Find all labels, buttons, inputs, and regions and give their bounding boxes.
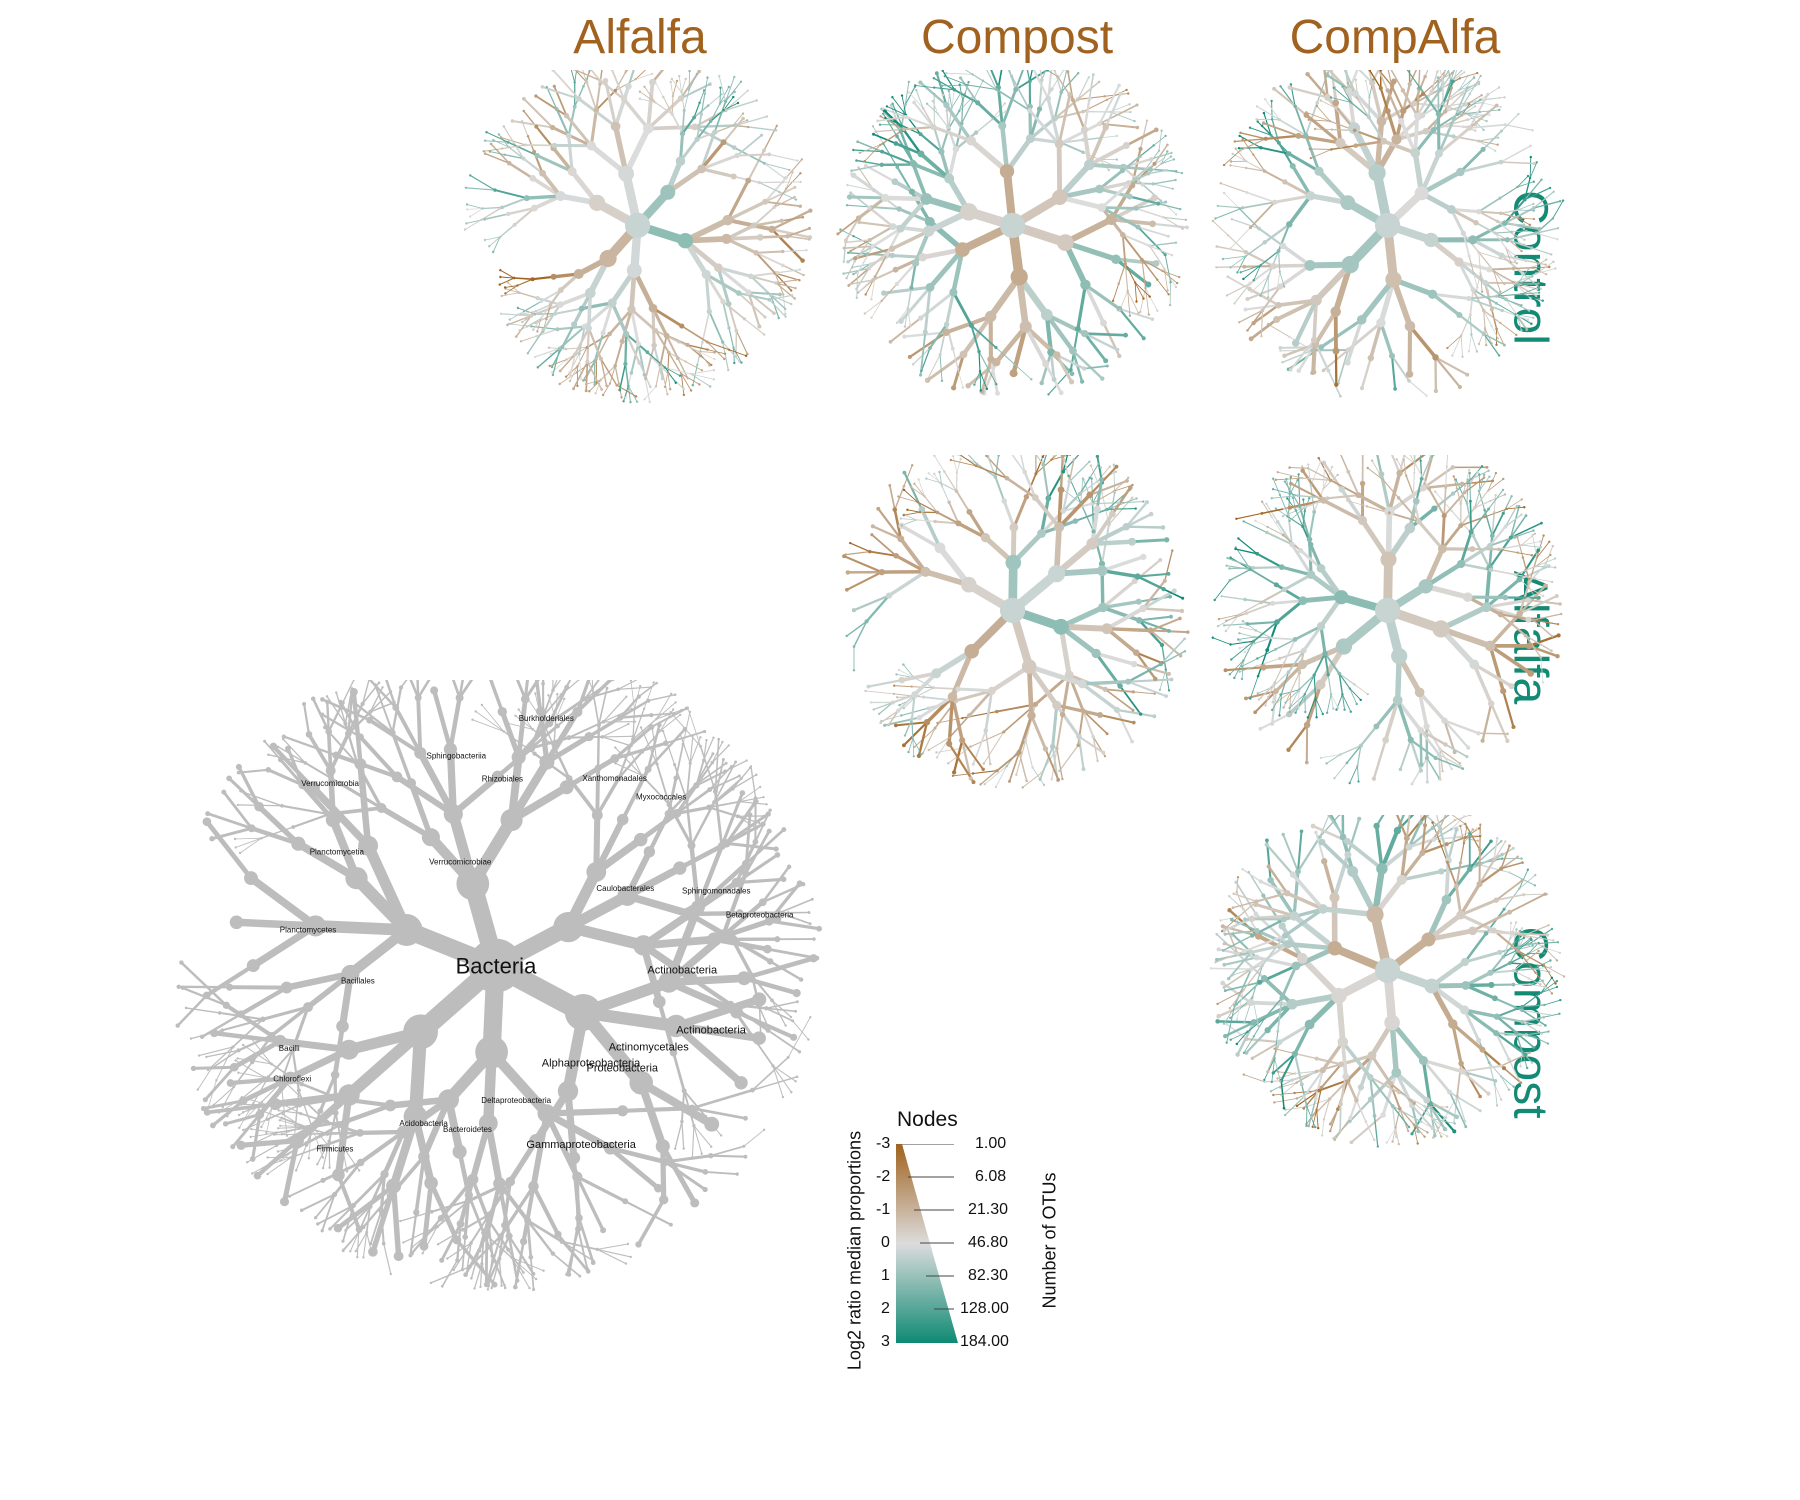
key-tree-taxon-label: Acidobacteria bbox=[399, 1119, 448, 1128]
heat-tree-compalfa-vs-control bbox=[1211, 70, 1565, 398]
column-label-compost: Compost bbox=[920, 11, 1114, 64]
legend-size-tick: 184.00 bbox=[960, 1333, 1009, 1350]
tree-nodes bbox=[842, 455, 1190, 789]
heat-tree-compost-vs-control bbox=[836, 70, 1189, 396]
key-heat-tree: Bacteria Actinobacteria Actinobacteria Acti… bbox=[175, 680, 822, 1292]
key-tree-taxon-label: Caulobacterales bbox=[596, 884, 654, 893]
heat-tree-compost-vs-alfalfa bbox=[842, 455, 1190, 789]
legend-size-tick: 82.30 bbox=[968, 1267, 1009, 1284]
heat-tree-alfalfa-vs-control bbox=[463, 70, 813, 404]
column-label-compalfa: CompAlfa bbox=[1289, 11, 1501, 64]
key-tree-taxon-label: Alphaproteobacteria bbox=[542, 1057, 641, 1069]
key-tree-root-label: Bacteria bbox=[456, 954, 537, 979]
key-tree-taxon-label: Planctomycetes bbox=[280, 926, 336, 935]
legend-size-axis-label: Number of OTUs bbox=[1039, 1172, 1060, 1309]
legend-size-tick: 6.08 bbox=[975, 1168, 1007, 1185]
legend-color-tick: 3 bbox=[881, 1333, 890, 1350]
legend-size-tick: 1.00 bbox=[975, 1135, 1007, 1152]
key-tree-taxon-label: Bacillales bbox=[341, 977, 375, 986]
legend-color-tick: -3 bbox=[876, 1135, 891, 1152]
heat-tree-compalfa-vs-compost bbox=[1210, 815, 1566, 1148]
key-tree-taxon-label: Sphingobacteriia bbox=[427, 752, 487, 761]
legend-color-tick: 0 bbox=[881, 1234, 890, 1251]
key-tree-taxon-label: Bacilli bbox=[279, 1044, 300, 1053]
key-tree-taxon-label: Actinomycetales bbox=[609, 1041, 690, 1053]
legend-color-tick: -1 bbox=[876, 1201, 891, 1218]
legend-size-tick: 128.00 bbox=[960, 1300, 1009, 1317]
tree-nodes bbox=[175, 680, 822, 1292]
tree-nodes bbox=[1211, 456, 1563, 786]
key-tree-taxon-label: Actinobacteria bbox=[647, 965, 718, 977]
tree-nodes bbox=[463, 70, 813, 404]
key-tree-taxon-label: Myxococcales bbox=[636, 793, 686, 802]
key-tree-taxon-label: Gammaproteobacteria bbox=[526, 1139, 636, 1151]
legend-size-tick: 46.80 bbox=[968, 1234, 1009, 1251]
key-tree-taxon-label: Betaproteobacteria bbox=[726, 911, 794, 920]
legend-title: Nodes bbox=[897, 1108, 958, 1131]
key-tree-taxon-label: Chloroflexi bbox=[273, 1075, 311, 1084]
legend-color-axis-label: Log2 ratio median proportions bbox=[844, 1130, 865, 1371]
legend-color-size-wedge bbox=[896, 1144, 958, 1343]
tree-nodes bbox=[1211, 70, 1565, 398]
key-tree-taxon-label: Verrucomicrobia bbox=[301, 779, 359, 788]
key-tree-taxon-label: Proteobacteria bbox=[587, 1062, 659, 1074]
key-tree-taxon-label: Sphingomonadales bbox=[682, 886, 751, 895]
key-tree-taxon-label: Bacteroidetes bbox=[443, 1125, 492, 1134]
key-tree-taxon-label: Rhizobiales bbox=[482, 775, 523, 784]
tree-branches bbox=[1212, 455, 1562, 785]
tree-nodes bbox=[1210, 815, 1566, 1148]
key-tree-taxon-label: Deltaproteobacteria bbox=[481, 1096, 551, 1105]
legend: Nodes -3 -2 -1 0 1 2 3 1.00 6.08 21.30 4… bbox=[830, 1100, 1090, 1400]
key-tree-taxon-label: Verrucomicrobiae bbox=[429, 858, 492, 867]
legend-color-tick: -2 bbox=[876, 1168, 891, 1185]
heat-tree-compalfa-vs-alfalfa bbox=[1211, 455, 1563, 786]
key-tree-taxon-label: Planctomycetia bbox=[310, 847, 365, 856]
tree-nodes bbox=[836, 70, 1189, 396]
legend-color-tick: 2 bbox=[881, 1300, 890, 1317]
key-tree-taxon-label: Actinobacteria bbox=[676, 1025, 747, 1037]
key-tree-taxon-label: Firmicutes bbox=[317, 1145, 354, 1154]
legend-size-tick: 21.30 bbox=[968, 1201, 1009, 1218]
tree-branches bbox=[1212, 70, 1564, 398]
key-tree-taxon-label: Burkholderiales bbox=[519, 714, 574, 723]
key-tree-taxon-label: Xanthomonadales bbox=[582, 774, 647, 783]
column-label-alfalfa: Alfalfa bbox=[573, 11, 707, 64]
legend-color-tick: 1 bbox=[881, 1267, 890, 1284]
